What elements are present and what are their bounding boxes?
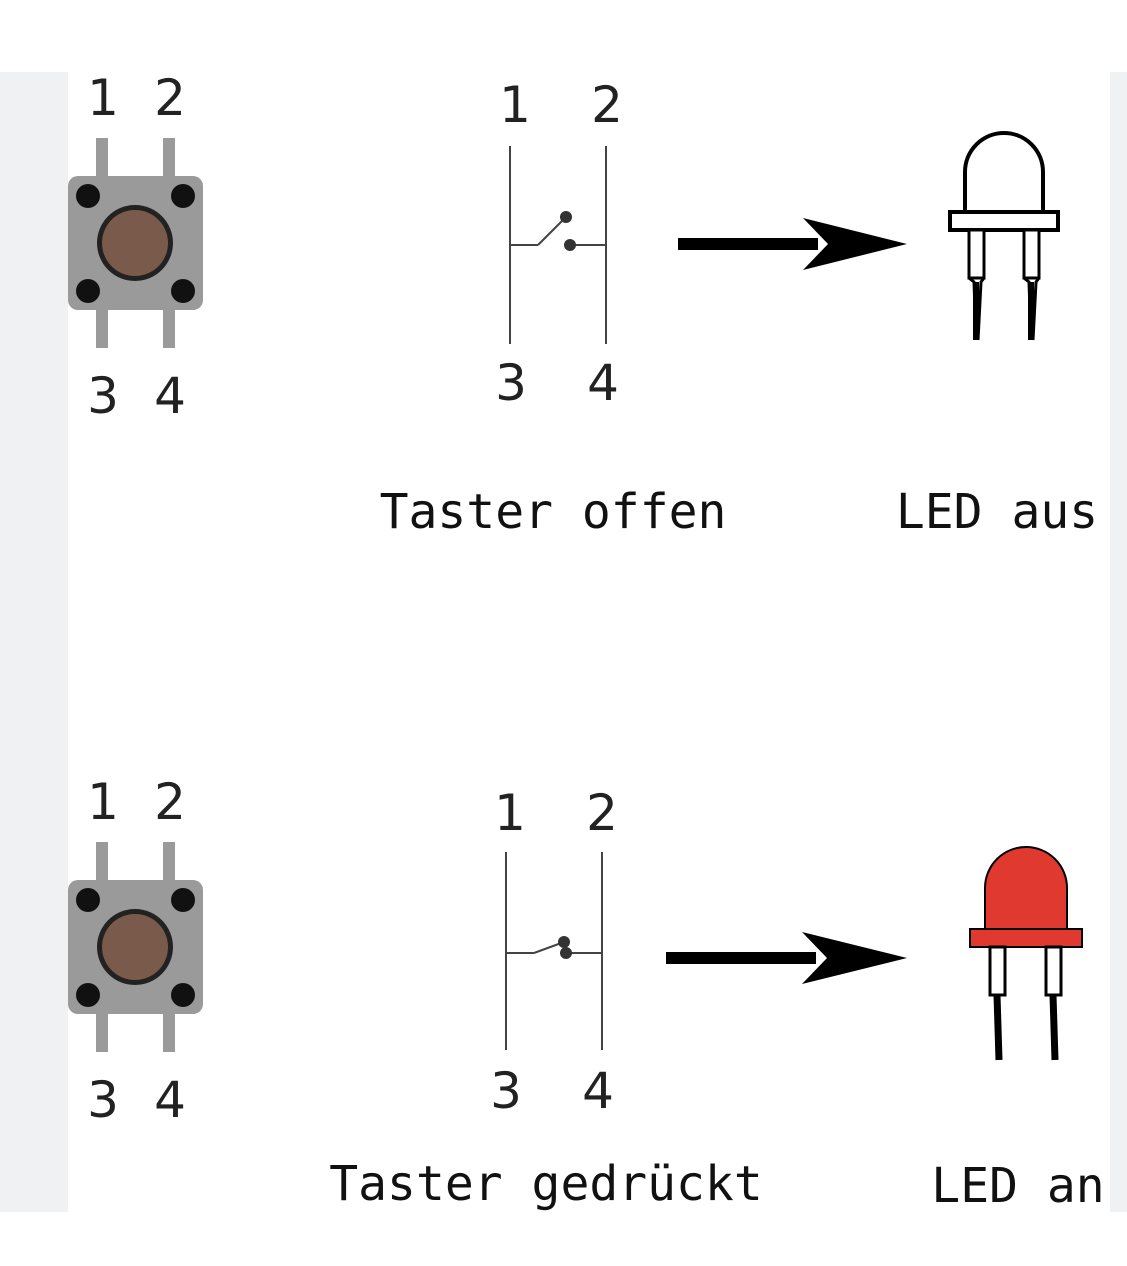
led-on-icon: [969, 846, 1083, 1061]
right-margin-panel: [1110, 72, 1127, 1212]
switch-pressed-caption: Taster gedrückt: [329, 1156, 762, 1212]
symbol-pin-1-label: 1: [494, 784, 526, 842]
button-pin-4-label: 4: [154, 1071, 186, 1129]
button-cap: [102, 914, 168, 980]
symbol-pin-2-label: 2: [591, 76, 623, 134]
symbol-pin-3-label: 3: [495, 354, 527, 412]
switch-open-caption: Taster offen: [380, 484, 727, 540]
button-pin-2-label: 2: [154, 69, 186, 127]
button-pin-4-label: 4: [154, 367, 186, 425]
button-pin-1-label: 1: [87, 69, 119, 127]
pushbutton-open: [68, 138, 203, 348]
symbol-pin-4-label: 4: [587, 354, 619, 412]
button-pin-1-label: 1: [87, 773, 119, 831]
button-cap: [102, 210, 168, 276]
led-off-caption: LED aus: [896, 484, 1098, 540]
symbol-pin-3-label: 3: [490, 1062, 522, 1120]
button-pin-2-label: 2: [154, 773, 186, 831]
switch-symbol-open: [509, 146, 607, 344]
led-off-icon: [948, 131, 1060, 341]
symbol-pin-1-label: 1: [499, 76, 531, 134]
pushbutton-pressed: [68, 842, 203, 1052]
panel-pressed: 1 2 3 4 1 2 3 4 Taster: [68, 773, 1105, 1214]
arrow-icon: [666, 932, 907, 984]
switch-symbol-closed: [505, 852, 603, 1050]
led-on-caption: LED an: [931, 1158, 1104, 1214]
symbol-pin-4-label: 4: [582, 1062, 614, 1120]
arrow-icon: [678, 218, 907, 270]
symbol-pin-2-label: 2: [586, 784, 618, 842]
panel-open: 1 2 3 4 1 2 3 4: [68, 69, 1098, 540]
left-margin-panel: [0, 72, 68, 1212]
button-pin-3-label: 3: [87, 367, 119, 425]
button-pin-3-label: 3: [87, 1071, 119, 1129]
